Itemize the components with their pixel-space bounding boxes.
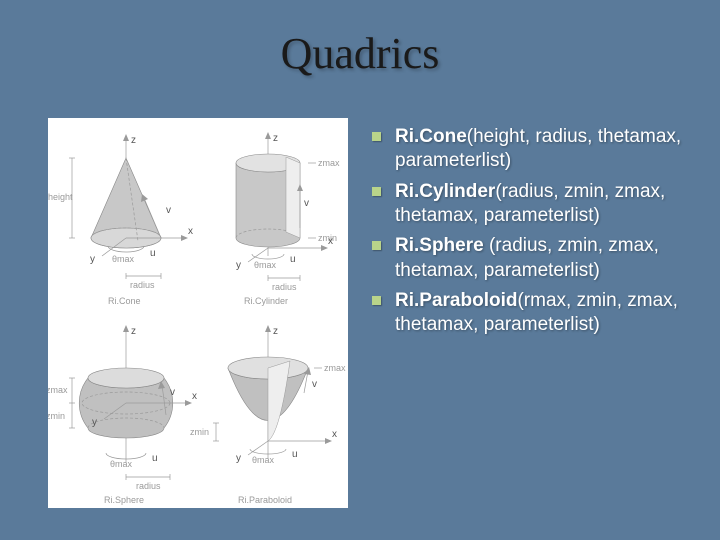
cone-theta-label: θmax <box>112 254 135 264</box>
svg-text:z: z <box>273 133 278 144</box>
svg-text:z: z <box>131 326 136 337</box>
svg-text:v: v <box>166 205 171 216</box>
par-zmin-label: zmin <box>190 427 209 437</box>
par-zmax-label: zmax <box>324 363 346 373</box>
svg-text:v: v <box>304 198 309 209</box>
bullet-square-icon <box>372 296 381 305</box>
cone-caption: Ri.Cone <box>108 296 141 306</box>
sph-zmin-label: zmin <box>48 411 65 421</box>
svg-text:y: y <box>236 453 241 464</box>
quadrics-figure-panel: z height x v y θmax u radius Ri.Cone <box>48 118 348 508</box>
svg-text:u: u <box>150 248 156 259</box>
svg-text:z: z <box>273 326 278 337</box>
bullet-item-cylinder: Ri.Cylinder(radius, zmin, zmax, thetamax… <box>372 180 692 229</box>
bullet-item-paraboloid: Ri.Paraboloid(rmax, zmin, zmax, thetamax… <box>372 289 692 338</box>
bullet-text: Ri.Cylinder(radius, zmin, zmax, thetamax… <box>395 180 692 229</box>
sph-theta-label: θmax <box>110 459 133 469</box>
svg-text:y: y <box>236 260 241 271</box>
bullet-square-icon <box>372 132 381 141</box>
par-theta-label: θmax <box>252 455 275 465</box>
cyl-zmax-label: zmax <box>318 158 340 168</box>
cone-height-label: height <box>48 192 73 202</box>
svg-text:v: v <box>312 379 317 390</box>
sph-radius-label: radius <box>136 481 161 491</box>
bullet-square-icon <box>372 241 381 250</box>
svg-text:u: u <box>152 453 158 464</box>
svg-text:z: z <box>131 135 136 146</box>
cyl-caption: Ri.Cylinder <box>244 296 288 306</box>
slide-title: Quadrics <box>0 28 720 79</box>
sph-caption: Ri.Sphere <box>104 495 144 505</box>
bullet-list: Ri.Cone(height, radius, thetamax, parame… <box>372 125 692 344</box>
svg-text:x: x <box>188 226 193 237</box>
bullet-square-icon <box>372 187 381 196</box>
svg-text:u: u <box>292 449 298 460</box>
svg-text:y: y <box>90 254 95 265</box>
sph-zmax-label: zmax <box>48 385 68 395</box>
par-caption: Ri.Paraboloid <box>238 495 292 505</box>
svg-text:u: u <box>290 254 296 265</box>
svg-text:x: x <box>192 391 197 402</box>
bullet-item-sphere: Ri.Sphere (radius, zmin, zmax, thetamax,… <box>372 234 692 283</box>
cone-radius-label: radius <box>130 280 155 290</box>
svg-text:x: x <box>328 236 333 247</box>
svg-text:x: x <box>332 429 337 440</box>
bullet-text: Ri.Sphere (radius, zmin, zmax, thetamax,… <box>395 234 692 283</box>
bullet-text: Ri.Cone(height, radius, thetamax, parame… <box>395 125 692 174</box>
svg-text:y: y <box>92 417 97 428</box>
bullet-text: Ri.Paraboloid(rmax, zmin, zmax, thetamax… <box>395 289 692 338</box>
svg-text:v: v <box>170 387 175 398</box>
bullet-item-cone: Ri.Cone(height, radius, thetamax, parame… <box>372 125 692 174</box>
cyl-radius-label: radius <box>272 282 297 292</box>
cyl-theta-label: θmax <box>254 260 277 270</box>
